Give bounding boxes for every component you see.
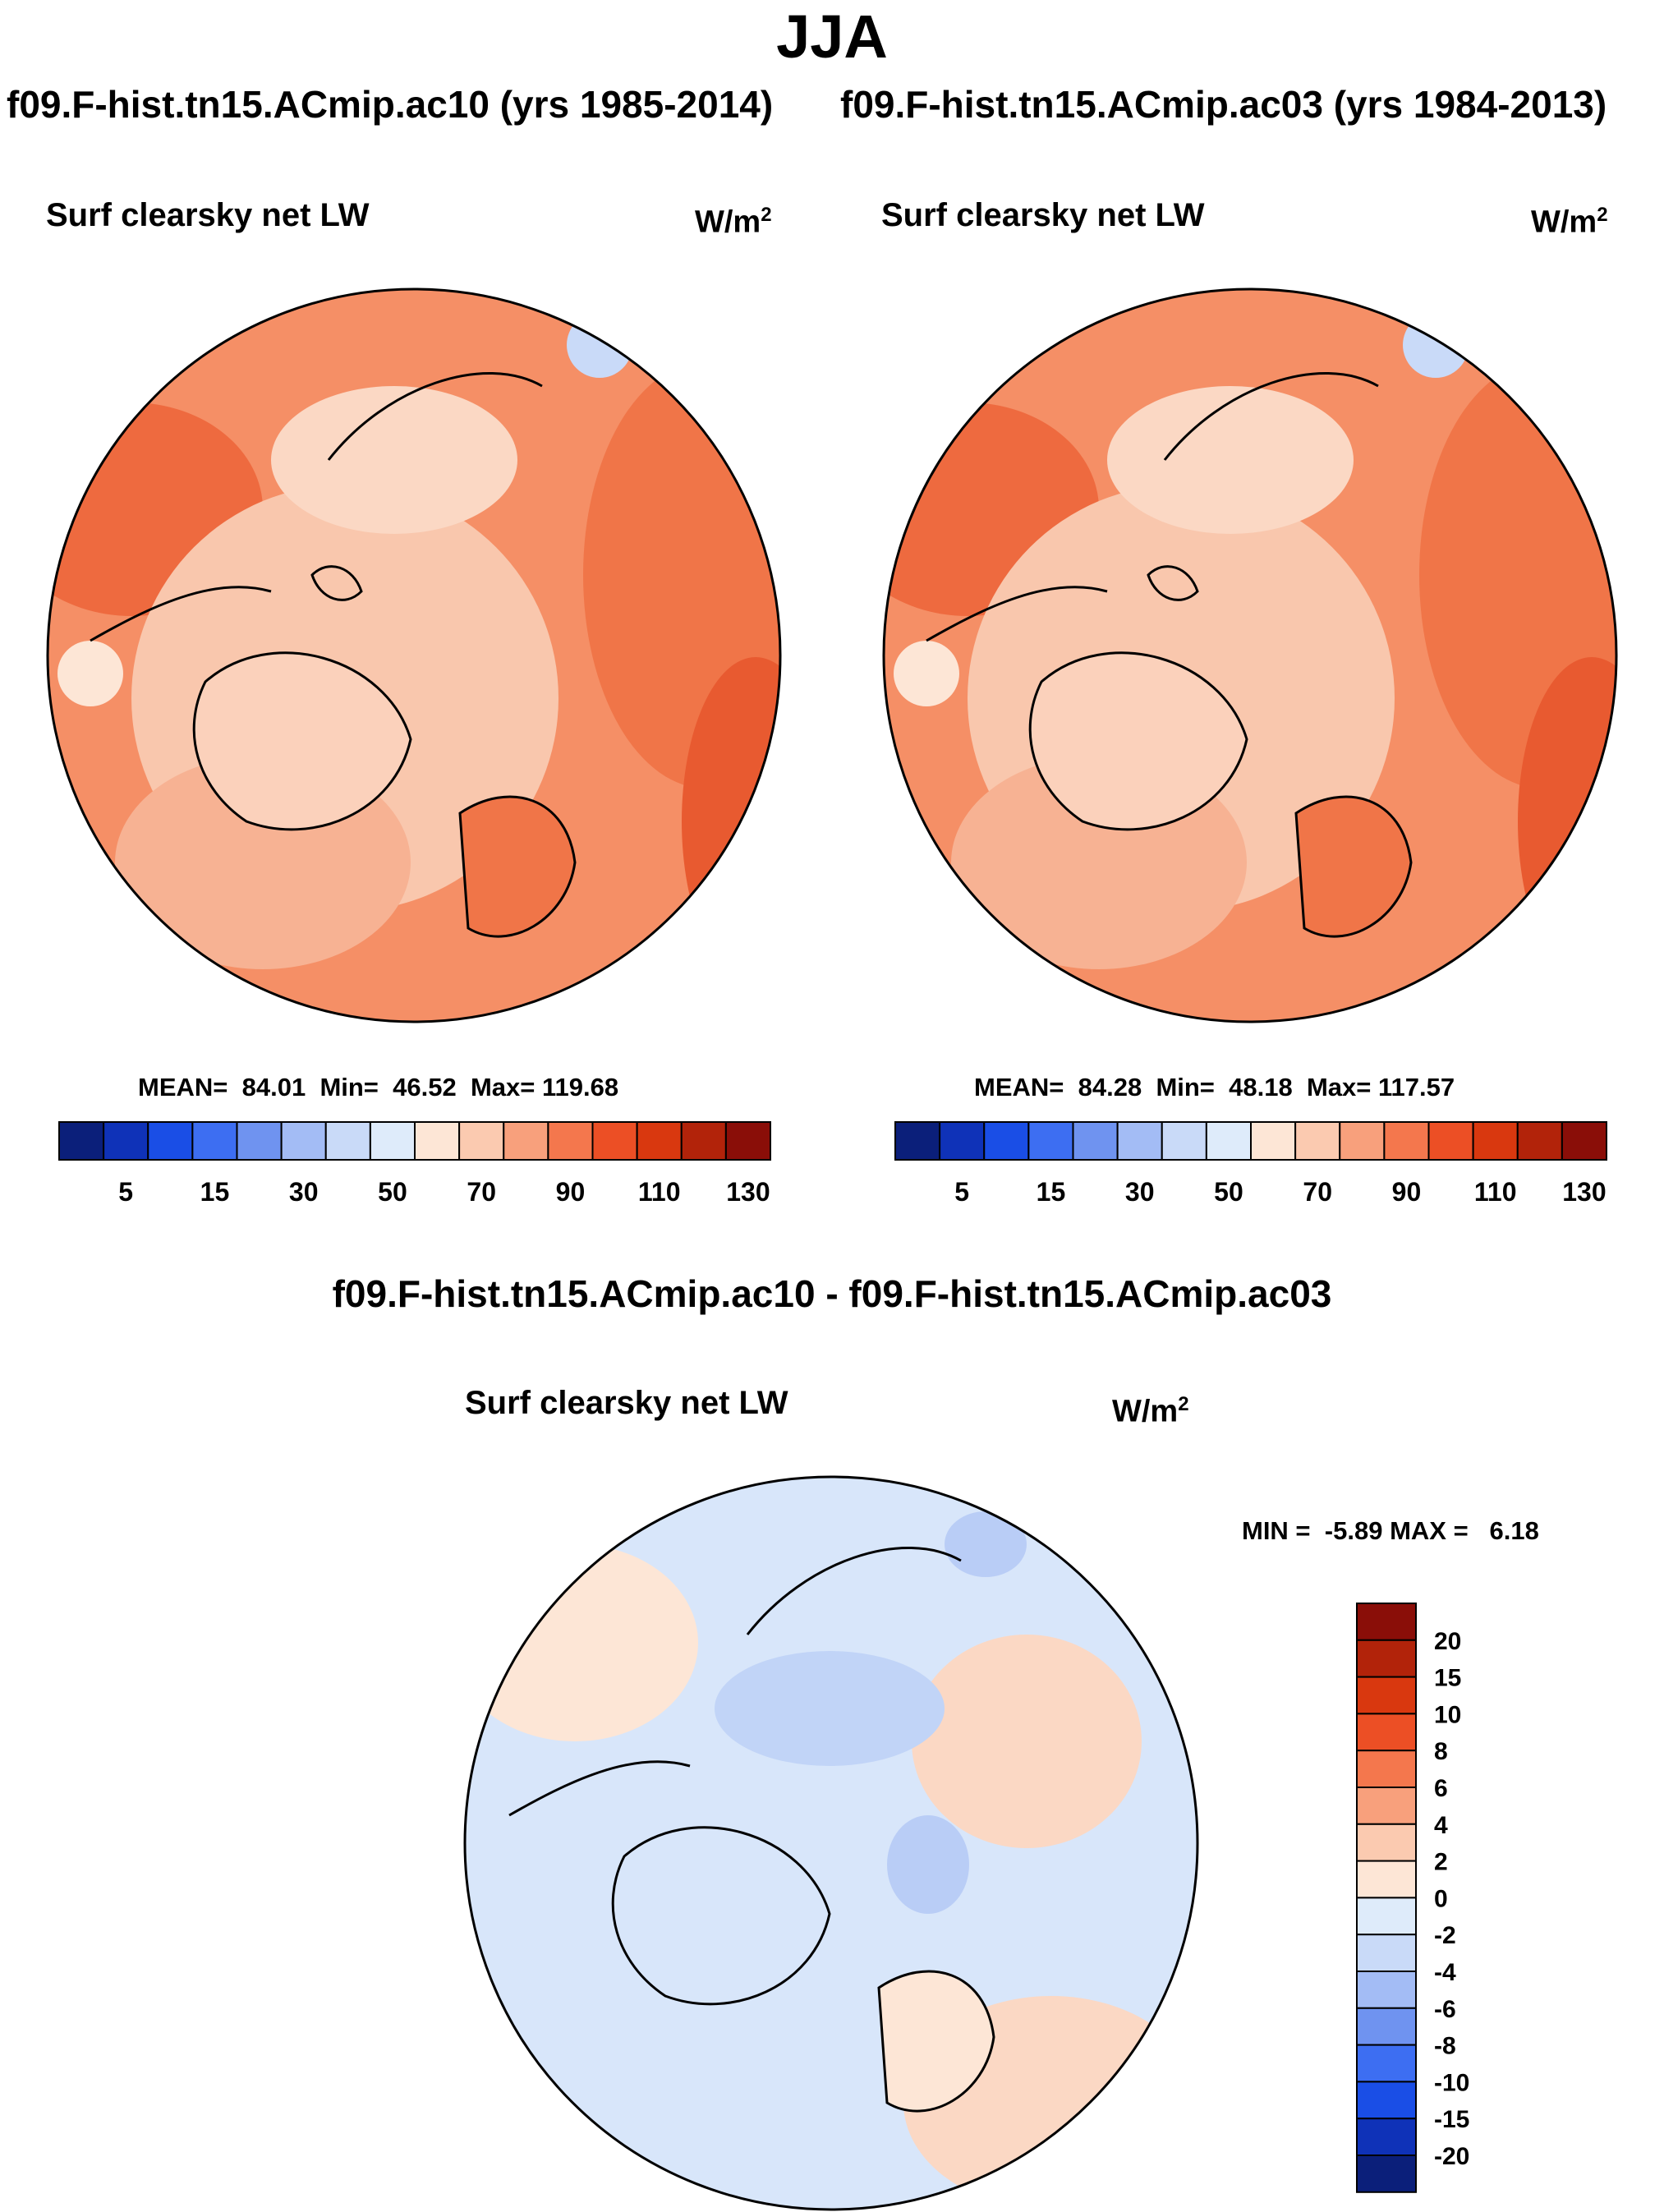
difference-unit: W/m2 [1112, 1393, 1189, 1429]
colorbar-tick-label: 4 [1434, 1812, 1448, 1839]
colorbar-swatch [1472, 1121, 1519, 1161]
colorbar-tick-label: 50 [1214, 1177, 1243, 1207]
colorbar-tick-label: -2 [1434, 1922, 1456, 1949]
colorbar-swatch [1383, 1121, 1430, 1161]
colorbar-swatch [1356, 1971, 1417, 2009]
colorbar-tick-label: 50 [378, 1177, 407, 1207]
colorbar-swatch [1356, 1676, 1417, 1715]
colorbar-swatch [58, 1121, 105, 1161]
colorbar-right: 5 15 30 50 70 90 110 130 [894, 1121, 1607, 1207]
colorbar-swatch [324, 1121, 371, 1161]
colorbar-tick-label: -10 [1434, 2069, 1469, 2096]
colorbar-tick-label: 10 [1434, 1701, 1461, 1728]
colorbar-swatch [1356, 1897, 1417, 1936]
colorbar-swatch [1116, 1121, 1163, 1161]
colorbar-swatch [1356, 1934, 1417, 1973]
colorbar-swatch [458, 1121, 505, 1161]
colorbar-swatch [939, 1121, 986, 1161]
colorbar-swatch [983, 1121, 1030, 1161]
colorbar-tick-label: 5 [118, 1177, 133, 1207]
run-title-right: f09.F-hist.tn15.ACmip.ac03 (yrs 1984-201… [840, 83, 1607, 126]
colorbar-swatch [1356, 1639, 1417, 1678]
colorbar-swatch [1205, 1121, 1252, 1161]
colorbar-tick-label: -4 [1434, 1959, 1456, 1986]
colorbar-tick-label: 70 [1303, 1177, 1332, 1207]
map-right [882, 287, 1618, 1023]
colorbar-tick-label: -20 [1434, 2143, 1469, 2170]
colorbar-swatch [680, 1121, 727, 1161]
colorbar-swatch [1161, 1121, 1207, 1161]
colorbar-swatch [1356, 2007, 1417, 2046]
colorbar-tick-label: 15 [1434, 1665, 1461, 1692]
colorbar-swatch [1294, 1121, 1341, 1161]
colorbar-tick-label: -6 [1434, 1996, 1456, 2023]
colorbar-tick-label: 30 [289, 1177, 319, 1207]
colorbar-tick-label: 20 [1434, 1628, 1461, 1655]
colorbar-swatch [236, 1121, 283, 1161]
colorbar-tick-label: 6 [1434, 1775, 1448, 1802]
colorbar-swatch [1072, 1121, 1119, 1161]
colorbar-tick-label: -8 [1434, 2033, 1456, 2060]
colorbar-swatch [1356, 2118, 1417, 2157]
colorbar-swatch [591, 1121, 638, 1161]
colorbar-swatch [1250, 1121, 1297, 1161]
colorbar-tick-label: 15 [200, 1177, 230, 1207]
map-difference [463, 1475, 1199, 2211]
colorbar-tick-label: 15 [1037, 1177, 1066, 1207]
colorbar-swatch [1339, 1121, 1386, 1161]
colorbar-swatch [414, 1121, 461, 1161]
difference-panel-title: Surf clearsky net LW [465, 1385, 788, 1421]
colorbar-tick-label: 8 [1434, 1738, 1448, 1765]
colorbar-tick-label: -15 [1434, 2106, 1469, 2133]
colorbar-swatch [147, 1121, 194, 1161]
colorbar-swatch [1356, 1603, 1417, 1641]
panel-right-stats: MEAN= 84.28 Min= 48.18 Max= 117.57 [974, 1073, 1455, 1101]
colorbar-swatch [1356, 1713, 1417, 1752]
difference-minmax: MIN = -5.89 MAX = 6.18 [1242, 1516, 1539, 1545]
season-title: JJA [776, 2, 888, 71]
colorbar-tick-label: 90 [1392, 1177, 1422, 1207]
colorbar-tick-label: 5 [954, 1177, 969, 1207]
colorbar-swatch [1027, 1121, 1074, 1161]
colorbar-swatch [1356, 1860, 1417, 1899]
colorbar-swatch [1561, 1121, 1607, 1161]
colorbar-tick-label: 130 [726, 1177, 770, 1207]
colorbar-swatch [503, 1121, 549, 1161]
colorbar-tick-label: 130 [1562, 1177, 1606, 1207]
panel-left-title: Surf clearsky net LW [46, 197, 370, 233]
colorbar-swatch [1356, 2081, 1417, 2120]
colorbar-tick-label: 70 [467, 1177, 496, 1207]
panel-right-unit: W/m2 [1531, 204, 1608, 240]
colorbar-tick-label: 30 [1125, 1177, 1155, 1207]
panel-left-stats: MEAN= 84.01 Min= 46.52 Max= 119.68 [138, 1073, 619, 1101]
colorbar-swatch [636, 1121, 683, 1161]
colorbar-swatch [191, 1121, 238, 1161]
colorbar-swatch [724, 1121, 771, 1161]
panel-left-unit: W/m2 [695, 204, 772, 240]
colorbar-tick-label: 2 [1434, 1849, 1448, 1876]
colorbar-tick-label: 0 [1434, 1885, 1448, 1912]
colorbar-swatch [280, 1121, 327, 1161]
map-left [46, 287, 782, 1023]
colorbar-swatch [547, 1121, 594, 1161]
colorbar-left: 5 15 30 50 70 90 110 130 [58, 1121, 771, 1207]
colorbar-swatch [1356, 1823, 1417, 1862]
colorbar-tick-label: 110 [1474, 1177, 1517, 1207]
colorbar-swatch [1356, 2155, 1417, 2193]
colorbar-tick-label: 110 [638, 1177, 681, 1207]
panel-right-title: Surf clearsky net LW [881, 197, 1205, 233]
colorbar-swatch [1356, 1750, 1417, 1788]
colorbar-swatch [1427, 1121, 1474, 1161]
difference-title: f09.F-hist.tn15.ACmip.ac10 - f09.F-hist.… [332, 1272, 1332, 1315]
run-title-left: f09.F-hist.tn15.ACmip.ac10 (yrs 1985-201… [7, 83, 774, 126]
colorbar-swatch [894, 1121, 941, 1161]
colorbar-swatch [1356, 2044, 1417, 2083]
colorbar-swatch [103, 1121, 149, 1161]
colorbar-swatch [369, 1121, 416, 1161]
colorbar-swatch [1516, 1121, 1563, 1161]
colorbar-tick-label: 90 [556, 1177, 586, 1207]
colorbar-swatch [1356, 1787, 1417, 1825]
